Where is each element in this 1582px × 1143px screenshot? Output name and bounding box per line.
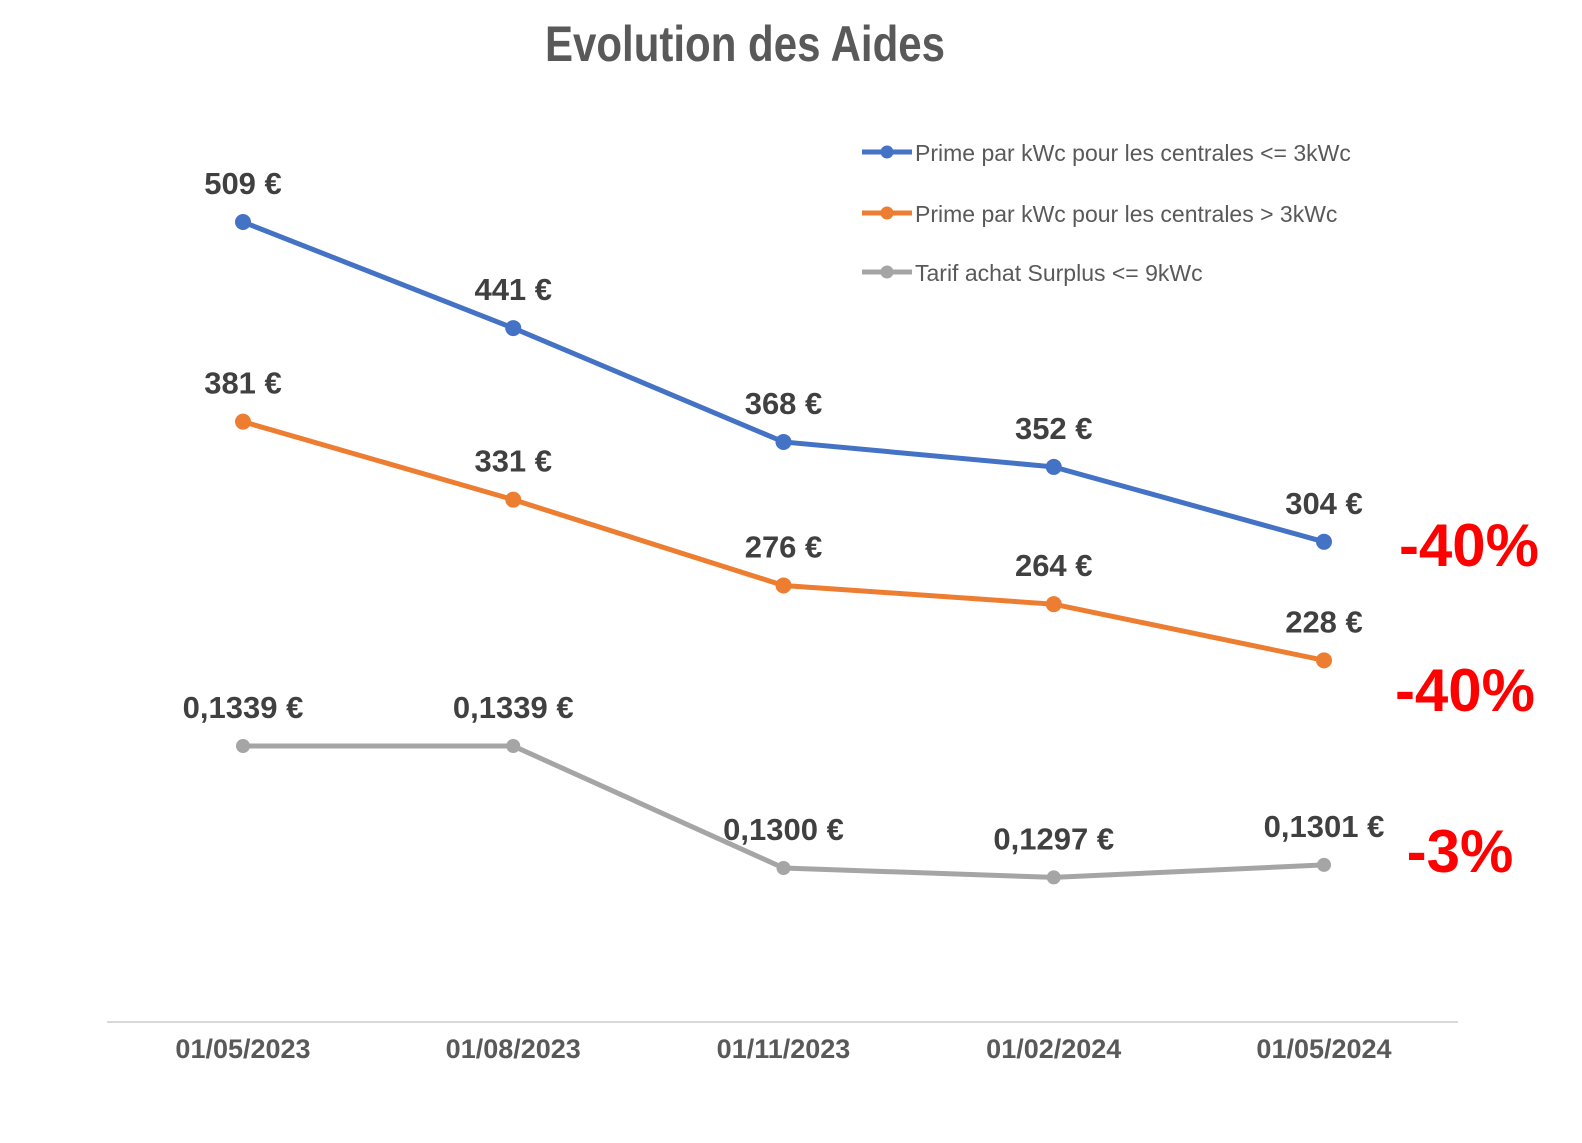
legend-item-2: Tarif achat Surplus <= 9kWc: [862, 260, 1203, 286]
data-label: 304 €: [1285, 486, 1363, 521]
data-label: 264 €: [1015, 548, 1093, 583]
x-axis-label-0: 01/05/2023: [175, 1034, 310, 1064]
legend-label: Prime par kWc pour les centrales > 3kWc: [915, 201, 1337, 227]
legend-label: Prime par kWc pour les centrales <= 3kWc: [915, 140, 1351, 166]
annotation-pct-0: -40%: [1399, 512, 1539, 579]
x-axis-label-4: 01/05/2024: [1256, 1034, 1391, 1064]
data-point-marker: [505, 320, 522, 337]
legend-item-0: Prime par kWc pour les centrales <= 3kWc: [862, 140, 1351, 166]
data-point-marker: [1045, 596, 1062, 613]
series-2: 0,1339 € 0,1339 € 0,1300 € 0,1297 € 0,1301 €: [183, 690, 1385, 885]
data-label: 228 €: [1285, 604, 1363, 639]
data-label: 381 €: [204, 366, 282, 401]
data-label: 441 €: [474, 272, 552, 307]
data-label: 331 €: [474, 444, 552, 479]
data-point-marker: [505, 491, 522, 508]
annotation-pct-1: -40%: [1395, 657, 1535, 724]
x-axis-label-2: 01/11/2023: [717, 1034, 851, 1064]
x-axis-label-3: 01/02/2024: [986, 1034, 1121, 1064]
legend-label: Tarif achat Surplus <= 9kWc: [915, 260, 1203, 286]
data-point-marker: [236, 739, 250, 753]
data-point-marker: [506, 739, 521, 753]
x-axis-label-1: 01/08/2023: [446, 1034, 581, 1064]
data-label: 0,1301 €: [1264, 809, 1385, 844]
data-point-marker: [775, 433, 792, 450]
annotation-pct-2: -3%: [1407, 818, 1514, 885]
chart-title: Evolution des Aides: [545, 16, 945, 72]
data-point-marker: [1317, 857, 1331, 872]
data-label: 509 €: [204, 166, 282, 201]
data-point-marker: [235, 413, 251, 430]
data-point-marker: [235, 214, 251, 231]
data-point-marker: [1045, 458, 1062, 475]
legend-marker-icon: [880, 206, 894, 220]
data-label: 276 €: [745, 529, 823, 564]
data-label: 0,1297 €: [993, 821, 1114, 856]
data-label: 0,1339 €: [453, 690, 574, 725]
data-label: 352 €: [1015, 411, 1093, 446]
legend-marker-icon: [880, 265, 894, 279]
data-point-marker: [1046, 870, 1061, 885]
series-0: 509 € 441 € 368 € 352 € 304 €: [204, 166, 1363, 550]
legend-marker-icon: [880, 145, 894, 159]
data-label: 0,1300 €: [723, 812, 844, 847]
data-point-marker: [776, 860, 791, 875]
legend-item-1: Prime par kWc pour les centrales > 3kWc: [862, 201, 1337, 227]
data-point-marker: [1316, 652, 1332, 669]
series-1: 381 € 331 € 276 € 264 € 228 €: [204, 366, 1363, 669]
data-label: 368 €: [745, 386, 823, 421]
data-point-marker: [775, 577, 792, 594]
data-point-marker: [1316, 533, 1332, 550]
data-label: 0,1339 €: [183, 690, 304, 725]
